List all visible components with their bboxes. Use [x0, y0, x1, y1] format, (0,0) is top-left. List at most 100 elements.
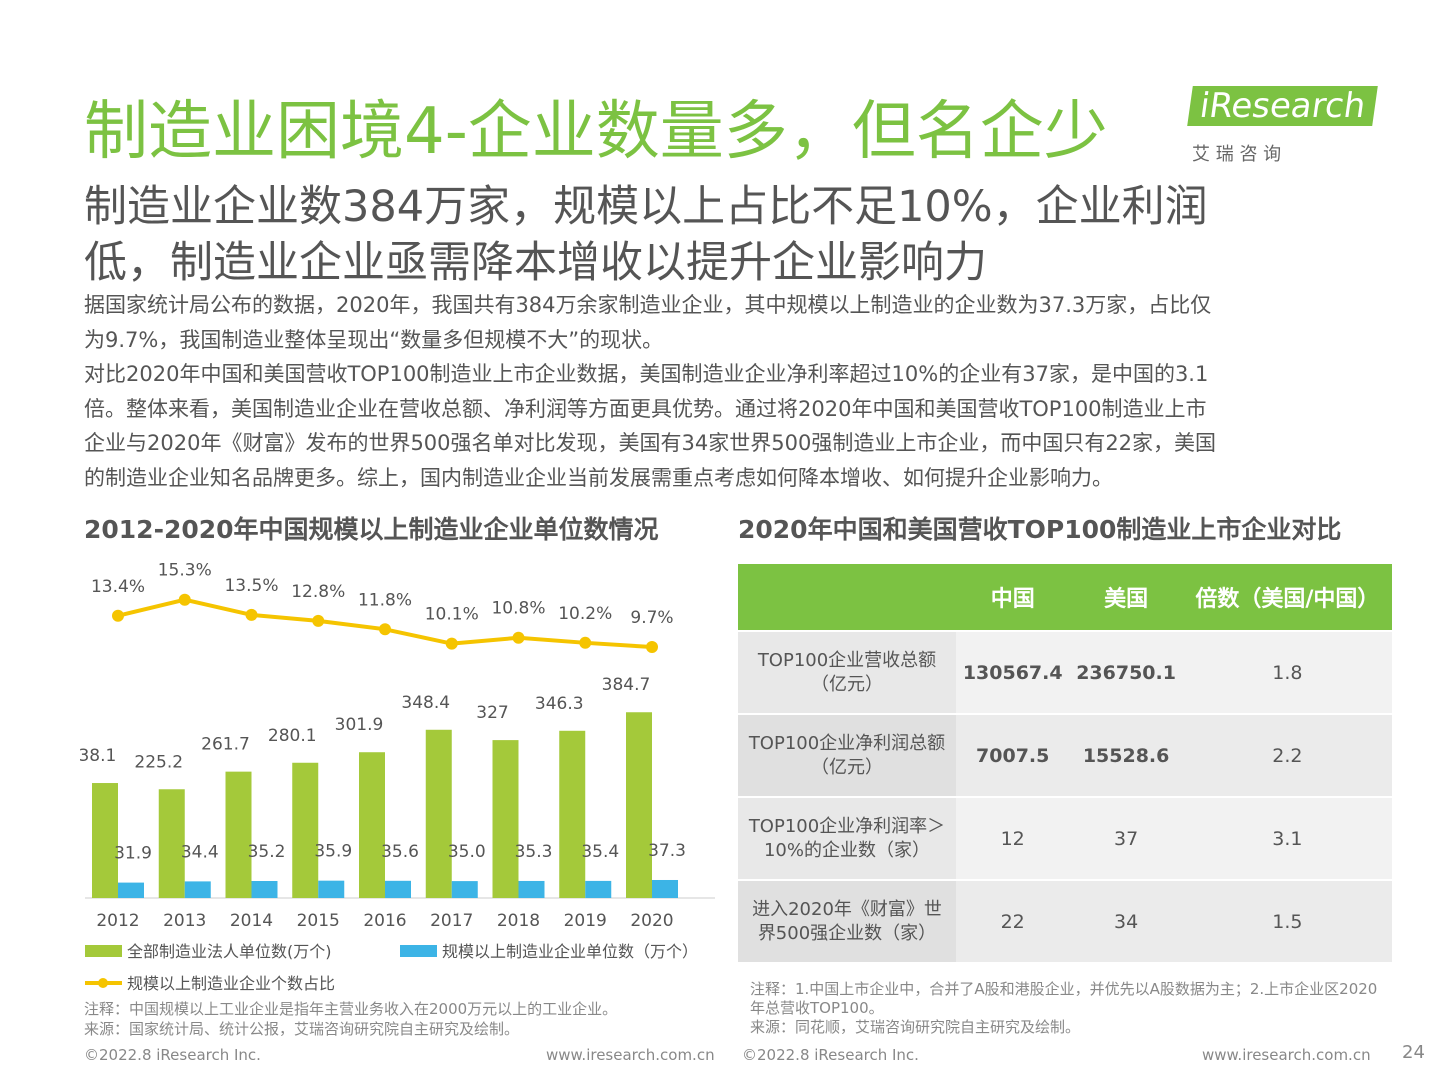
data-label: 238.1: [80, 746, 116, 766]
data-label: 13.4%: [91, 577, 145, 597]
bar: [158, 789, 185, 898]
cell: 2.2: [1182, 715, 1392, 796]
data-label: 261.7: [201, 735, 250, 755]
subtitle-line: 制造业企业数384万家，规模以上占比不足10%，企业利润: [84, 182, 1208, 232]
bar: [184, 881, 211, 898]
bar: [292, 762, 319, 898]
data-label: 10.2%: [558, 604, 612, 624]
cell: 1.5: [1182, 881, 1392, 962]
data-label: 384.7: [602, 675, 651, 695]
row: TOP100企业净利润总额 （亿元） 7007.5 15528.6 2.2: [738, 715, 1392, 796]
cell: 37: [1069, 798, 1183, 879]
data-label: 327: [476, 703, 508, 723]
data-label: 13.5%: [224, 576, 278, 596]
bar: [318, 880, 345, 898]
x-tick-label: 2019: [564, 911, 607, 931]
body-line: 企业与2020年《财富》发布的世界500强名单对比发现，美国有34家世界500强…: [84, 431, 1217, 455]
cell: 22: [956, 881, 1070, 962]
bar: [425, 729, 452, 898]
point: [445, 637, 458, 650]
data-label: 35.0: [448, 842, 486, 862]
cell: 1.8: [1182, 632, 1392, 713]
x-tick-label: 2016: [363, 911, 406, 931]
data-label: 280.1: [268, 726, 317, 746]
row: TOP100企业营收总额 （亿元） 130567.4 236750.1 1.8: [738, 632, 1392, 713]
table: 中国 美国 倍数（美国/中国） TOP100企业营收总额 （亿元） 130567.4 23…: [738, 562, 1392, 964]
logo: iResearch: [1187, 86, 1379, 126]
legend-swatch: [85, 945, 122, 957]
cell: 236750.1: [1069, 632, 1183, 713]
point: [646, 641, 658, 654]
table-title: 2020年中国和美国营收TOP100制造业上市企业对比: [738, 515, 1342, 544]
header-row: 中国 美国 倍数（美国/中国）: [738, 564, 1392, 630]
page-number: 24: [1402, 1042, 1425, 1063]
cell: TOP100企业营收总额 （亿元）: [738, 632, 956, 713]
x-tick-label: 2014: [230, 911, 273, 931]
copyright: ©2022.8 iResearch Inc.: [84, 1046, 261, 1064]
note: 来源：国家统计局、统计公报，艾瑞咨询研究院自主研究及绘制。: [84, 1020, 520, 1038]
note: 注释：中国规模以上工业企业是指年主营业务收入在2000万元以上的工业企业。: [84, 1000, 618, 1018]
bar: [225, 771, 252, 898]
cell: 进入2020年《财富》世 界500强企业数（家）: [738, 881, 956, 962]
data-label: 10.8%: [491, 599, 545, 619]
data-label: 37.3: [648, 841, 686, 861]
data-label: 10.1%: [425, 605, 479, 625]
data-label: 35.9: [314, 842, 352, 862]
legend-label: 规模以上制造业企业单位数（万个）: [442, 942, 698, 961]
subtitle-line: 低，制造业企业亟需降本增收以提升企业影响力: [84, 238, 987, 288]
data-label: 34.4: [181, 842, 219, 862]
data-label: 346.3: [535, 694, 584, 714]
row: TOP100企业净利润率＞ 10%的企业数（家） 12 37 3.1: [738, 798, 1392, 879]
row: 进入2020年《财富》世 界500强企业数（家） 22 34 1.5: [738, 881, 1392, 962]
body-line: 为9.7%，我国制造业整体呈现出“数量多但规模不大”的现状。: [84, 327, 664, 352]
data-label: 35.6: [381, 842, 419, 862]
chart: 2012 2013 2014 2015 2016 2017 2018 2019 2020 238.…: [80, 561, 715, 993]
bar: [92, 783, 118, 898]
title: 制造业困境4-企业数量多，但名企少: [84, 95, 1108, 169]
note: 注释：1.中国上市企业中，合并了A股和港股企业，并优先以A股数据为主；2.上市企…: [750, 980, 1378, 998]
header-cell: 倍数（美国/中国）: [1182, 564, 1392, 630]
logo-sub: 艾 瑞 咨 询: [1192, 144, 1282, 165]
data-label: 35.2: [248, 842, 286, 862]
legend-label: 全部制造业法人单位数(万个): [127, 942, 332, 961]
body-line: 倍。整体来看，美国制造业企业在营收总额、净利润等方面更具优势。通过将2020年中…: [84, 396, 1207, 421]
data-label: 9.7%: [630, 608, 673, 628]
copyright: ©2022.8 iResearch Inc.: [742, 1046, 919, 1064]
note: 来源：同花顺，艾瑞咨询研究院自主研究及绘制。: [750, 1018, 1081, 1036]
point: [379, 623, 391, 636]
cell: 34: [1069, 881, 1183, 962]
data-label: 15.3%: [158, 561, 212, 581]
cell: 7007.5: [956, 715, 1070, 796]
x-tick-label: 2020: [630, 911, 673, 931]
point: [512, 631, 525, 644]
cell: 130567.4: [956, 632, 1070, 713]
data-label: 301.9: [335, 715, 384, 735]
x-tick-label: 2017: [430, 911, 473, 931]
bar: [492, 740, 519, 898]
point: [579, 636, 592, 649]
bar: [451, 881, 478, 898]
body-line: 对比2020年中国和美国营收TOP100制造业上市企业数据，美国制造业企业净利率…: [84, 362, 1209, 386]
chart-title: 2012-2020年中国规模以上制造业企业单位数情况: [84, 515, 659, 544]
legend-dot: [98, 978, 108, 988]
body-line: 的制造业企业知名品牌更多。综上，国内制造业企业当前发展需重点考虑如何降本增收、如…: [84, 465, 1113, 490]
x-tick-label: 2015: [297, 911, 340, 931]
bar: [585, 880, 612, 898]
data-label: 11.8%: [358, 590, 412, 610]
point: [178, 593, 191, 606]
data-label: 35.3: [515, 842, 553, 862]
x-tick-label: 2018: [497, 911, 540, 931]
bar: [518, 880, 545, 898]
bar: [626, 712, 652, 898]
data-label: 12.8%: [291, 582, 345, 602]
url: www.iresearch.com.cn: [546, 1046, 715, 1064]
cell: TOP100企业净利润率＞ 10%的企业数（家）: [738, 798, 956, 879]
bar: [559, 730, 586, 898]
point: [312, 614, 325, 627]
x-tick-label: 2012: [96, 911, 139, 931]
bar: [251, 881, 278, 898]
data-label: 31.9: [114, 844, 152, 864]
bar: [652, 879, 678, 898]
header-cell: 中国: [956, 564, 1070, 630]
